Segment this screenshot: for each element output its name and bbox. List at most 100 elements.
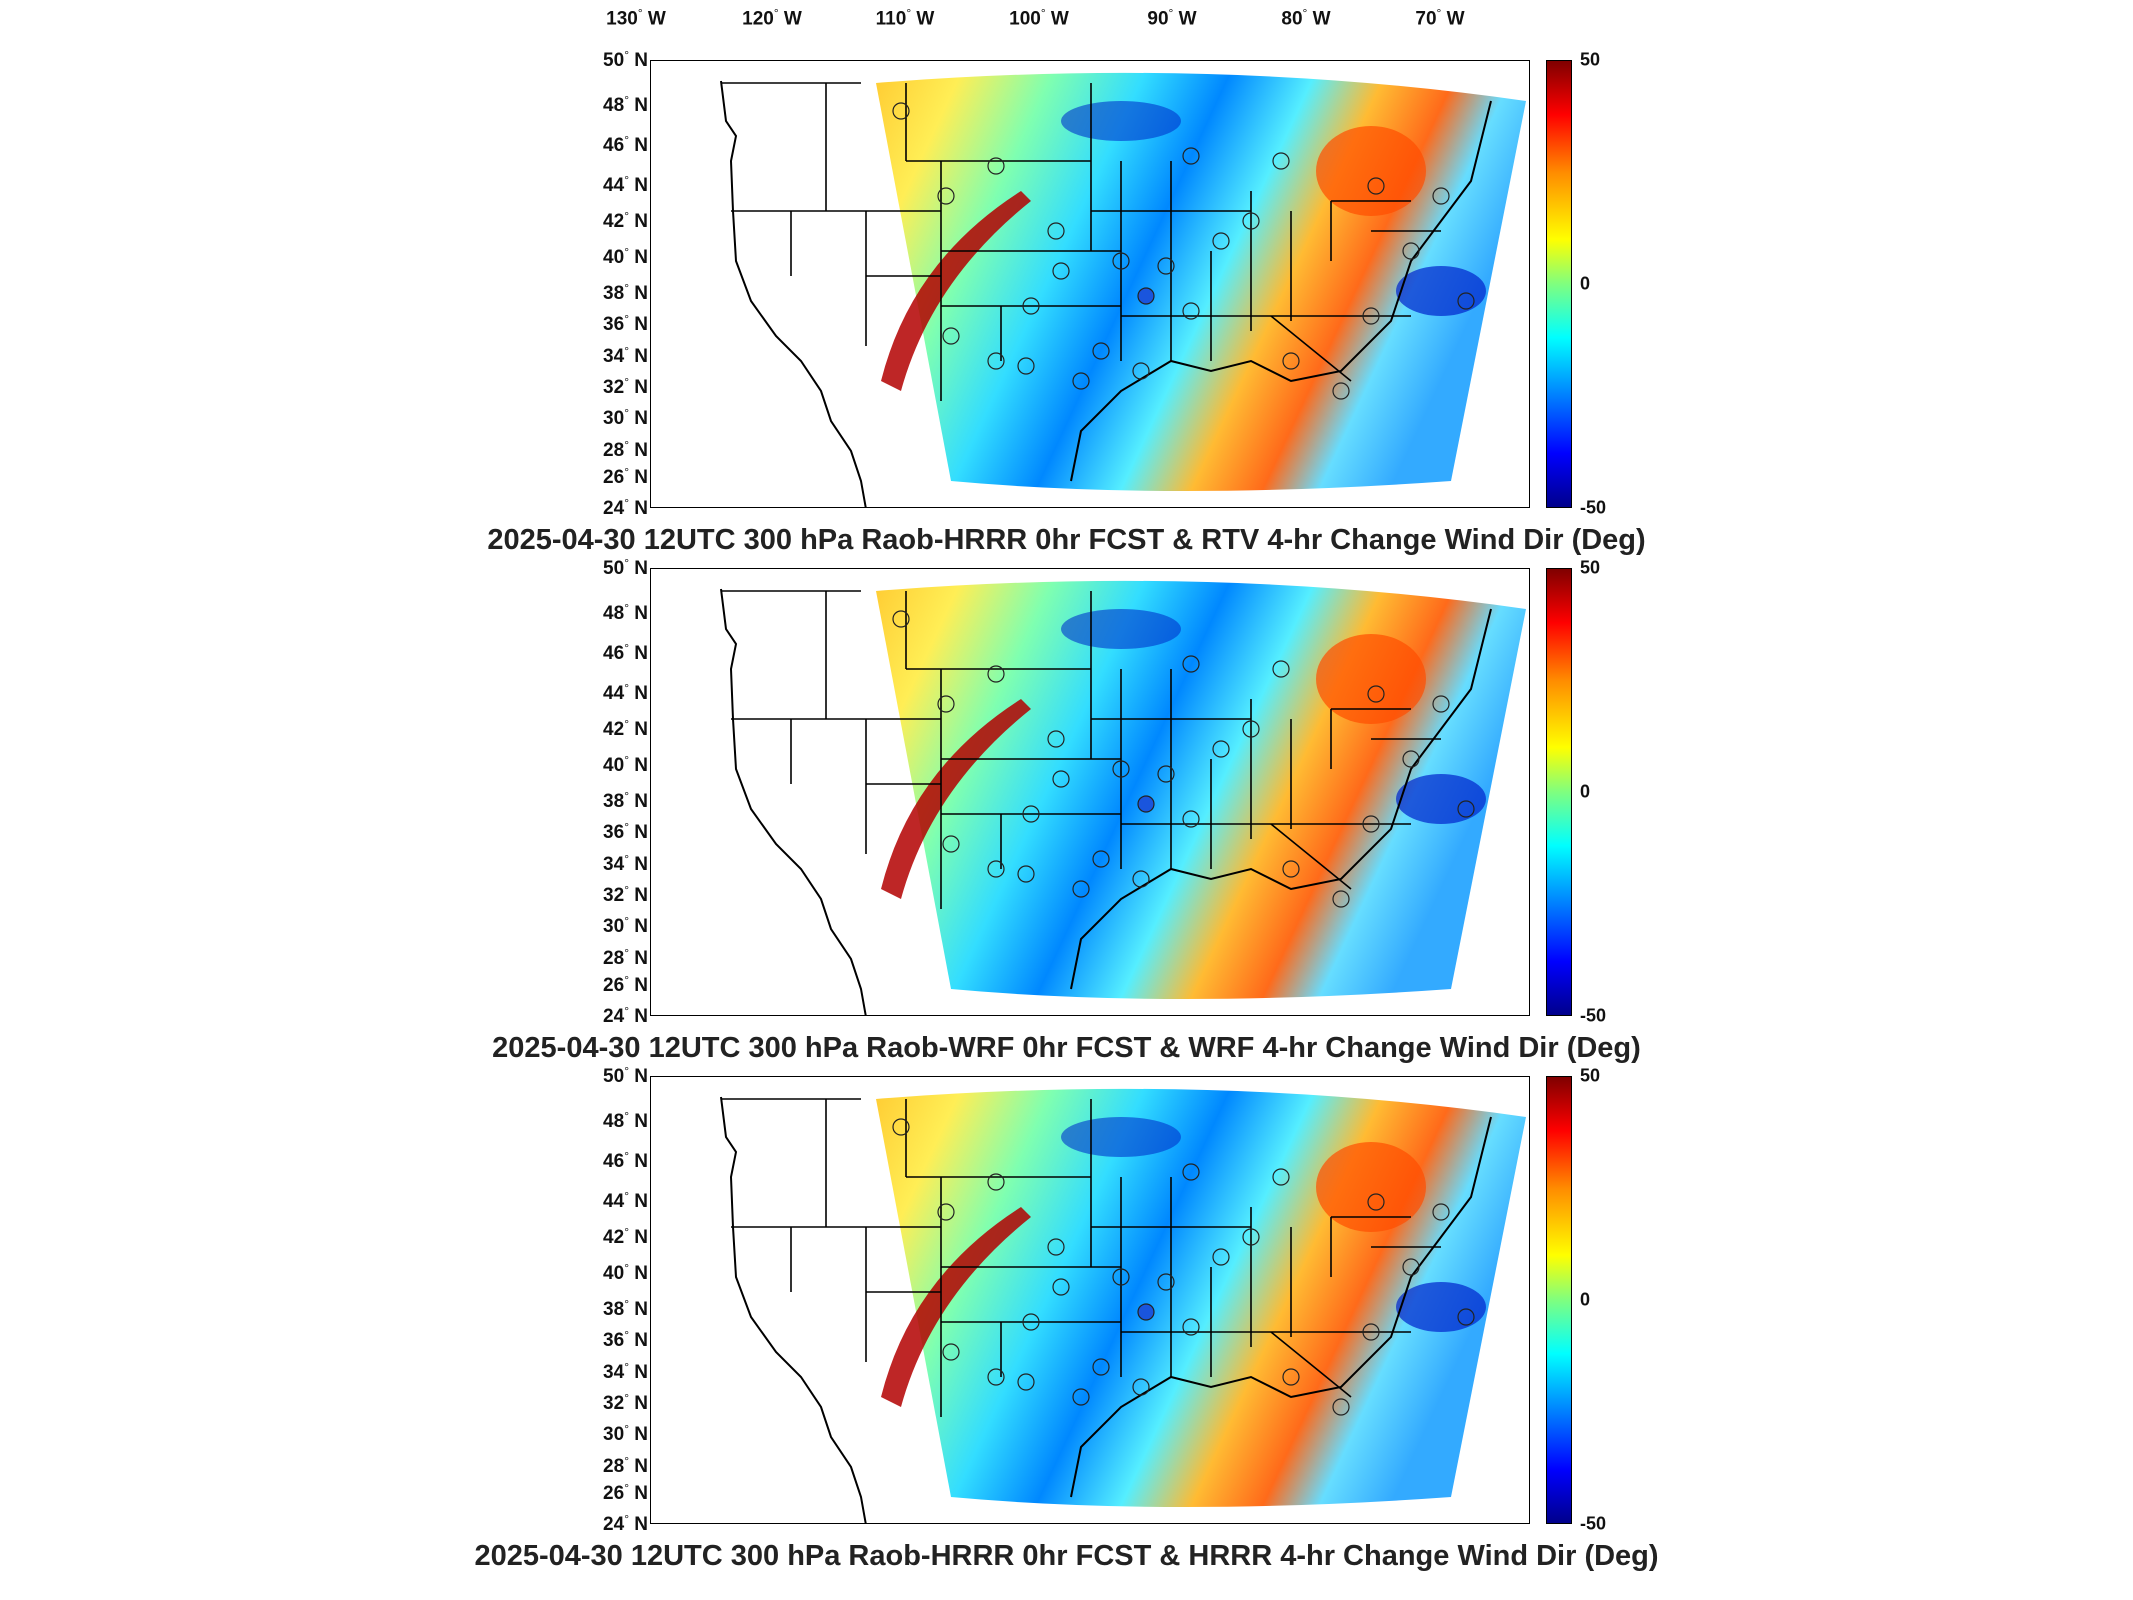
latitude-label: 36° N — [603, 312, 648, 336]
latitude-label: 26° N — [603, 972, 648, 996]
wind-direction-change-map — [720, 72, 1526, 507]
raob-station-marker — [1457, 292, 1475, 310]
latitude-label: 26° N — [603, 1480, 648, 1504]
raob-station-marker — [1402, 242, 1420, 260]
raob-station-marker — [1052, 770, 1070, 788]
latitude-label: 30° N — [603, 406, 648, 430]
raob-station-marker — [1272, 152, 1290, 170]
colorbar-tick-label: -50 — [1580, 497, 1607, 518]
raob-station-marker — [987, 157, 1005, 175]
raob-station-marker — [1047, 730, 1065, 748]
raob-station-marker — [1332, 1398, 1350, 1416]
latitude-label: 32° N — [603, 882, 648, 907]
raob-station-marker — [1242, 720, 1260, 738]
latitude-label: 48° N — [603, 92, 648, 116]
latitude-label: 46° N — [603, 132, 648, 157]
raob-station-marker — [1457, 800, 1475, 818]
latitude-label: 36° N — [603, 820, 648, 844]
raob-station-marker — [1182, 655, 1200, 673]
positive-anomaly-streak — [881, 1207, 1031, 1407]
raob-station-marker — [1052, 1278, 1070, 1296]
map-plot-area — [650, 1076, 1530, 1524]
colorbar-tick-label: -50 — [1580, 1513, 1607, 1534]
latitude-label: 28° N — [603, 1453, 648, 1477]
raob-station-marker — [1022, 297, 1040, 315]
map-plot-area — [650, 60, 1530, 508]
positive-anomaly-streak — [881, 191, 1031, 391]
latitude-label: 44° N — [603, 681, 648, 705]
raob-station-marker — [1182, 1318, 1200, 1336]
negative-anomaly-region — [1061, 1117, 1181, 1157]
latitude-label: 50° N — [603, 555, 648, 580]
colorbar — [1546, 1076, 1572, 1524]
east-gulf-coastline — [1070, 1116, 1492, 1498]
raob-station-marker — [1432, 187, 1450, 205]
raob-station-marker — [1022, 1313, 1040, 1331]
latitude-label: 30° N — [603, 1422, 648, 1446]
latitude-label: 34° N — [603, 343, 648, 367]
raob-station-marker — [987, 1173, 1005, 1191]
latitude-label: 34° N — [603, 1359, 648, 1383]
raob-station-marker — [1242, 212, 1260, 230]
latitude-label: 40° N — [603, 244, 648, 269]
raob-station-marker — [1212, 1248, 1230, 1266]
negative-anomaly-region — [1061, 609, 1181, 649]
colorbar — [1546, 568, 1572, 1016]
wind-direction-change-map — [720, 1088, 1526, 1523]
raob-station-marker — [1212, 740, 1230, 758]
negative-anomaly-region — [1396, 774, 1486, 824]
raob-station-marker — [1092, 850, 1110, 868]
latitude-label: 44° N — [603, 173, 648, 197]
raob-station-marker — [1362, 307, 1380, 325]
wind-direction-change-map — [720, 580, 1526, 1015]
raob-station-marker — [1362, 815, 1380, 833]
latitude-label: 38° N — [603, 280, 648, 305]
latitude-axis-labels: 50° N 48° N 46° N 44° N 42° N 40° N 38° N 36° N… — [560, 556, 648, 1027]
raob-station-marker — [942, 1343, 960, 1361]
longitude-label: 70° W — [1415, 6, 1465, 30]
raob-station-marker — [1242, 1228, 1260, 1246]
raob-station-marker — [1132, 870, 1150, 888]
latitude-label: 50° N — [603, 47, 648, 72]
raob-station-marker — [1182, 1163, 1200, 1181]
latitude-label: 46° N — [603, 1148, 648, 1173]
raob-station-marker — [1022, 805, 1040, 823]
raob-station-marker — [1017, 357, 1035, 375]
raob-station-marker — [1332, 890, 1350, 908]
raob-station-marker — [1047, 1238, 1065, 1256]
latitude-label: 24° N — [603, 1511, 648, 1536]
raob-station-marker — [1332, 382, 1350, 400]
latitude-label: 32° N — [603, 374, 648, 399]
east-gulf-coastline — [1070, 100, 1492, 482]
colorbar-tick-label: 0 — [1580, 781, 1591, 802]
raob-station-marker — [1132, 362, 1150, 380]
latitude-label: 38° N — [603, 788, 648, 813]
raob-station-marker — [1112, 760, 1130, 778]
raob-station-marker — [1272, 660, 1290, 678]
latitude-label: 42° N — [603, 1225, 648, 1249]
latitude-label: 26° N — [603, 464, 648, 488]
latitude-label: 48° N — [603, 600, 648, 624]
latitude-axis-labels: 50° N 48° N 46° N 44° N 42° N 40° N 38° N 36° N… — [560, 1064, 648, 1535]
longitude-axis-labels: 130° W 120° W 110° W 100° W 90° W 80° W 70° W — [0, 0, 2133, 40]
raob-station-marker — [1112, 252, 1130, 270]
latitude-label: 48° N — [603, 1108, 648, 1132]
negative-anomaly-region — [1396, 1282, 1486, 1332]
state-boundary — [1270, 823, 1352, 890]
raob-station-marker — [1367, 177, 1385, 195]
raob-station-marker — [1432, 1203, 1450, 1221]
colorbar-tick-label: 0 — [1580, 273, 1591, 294]
colorbar-tick-label: 50 — [1580, 1065, 1601, 1086]
latitude-axis-labels: 50° N 48° N 46° N 44° N 42° N 40° N 38° N 36° N… — [560, 48, 648, 519]
longitude-label: 120° W — [742, 6, 802, 30]
raob-station-marker — [1432, 695, 1450, 713]
raob-station-marker — [1157, 1273, 1175, 1291]
raob-station-marker — [1047, 222, 1065, 240]
latitude-label: 38° N — [603, 1296, 648, 1321]
latitude-label: 28° N — [603, 945, 648, 969]
colorbar — [1546, 60, 1572, 508]
latitude-label: 30° N — [603, 914, 648, 938]
raob-station-marker — [937, 1203, 955, 1221]
latitude-label: 40° N — [603, 1260, 648, 1285]
raob-station-marker — [1137, 1303, 1155, 1321]
